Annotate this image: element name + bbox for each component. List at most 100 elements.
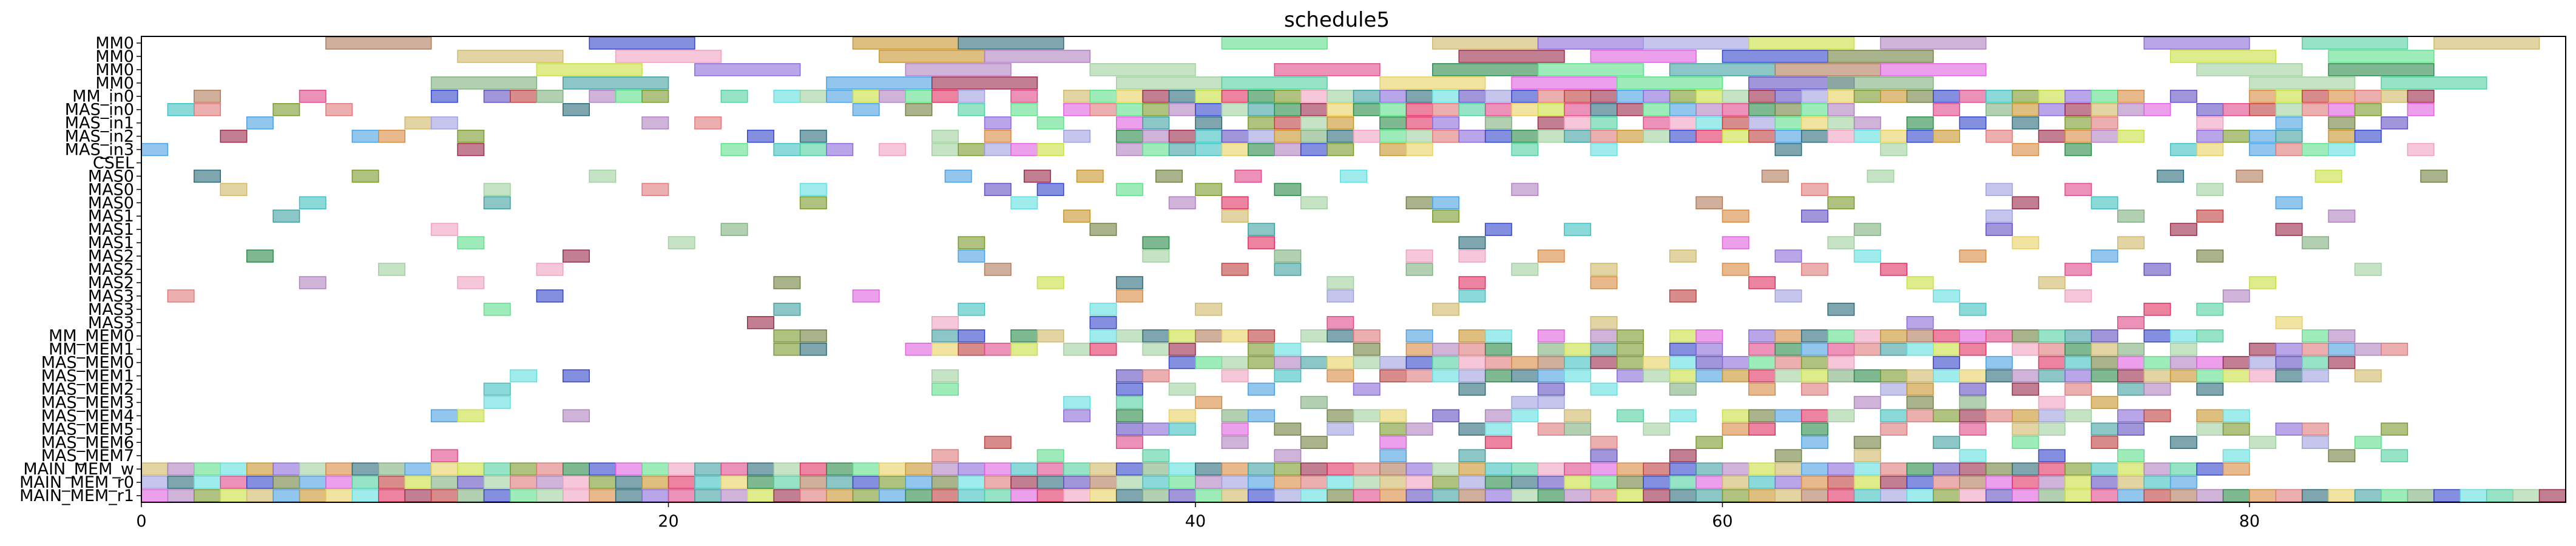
task-cell <box>931 329 959 343</box>
task-cell <box>2275 316 2303 329</box>
task-bar <box>1221 36 1328 50</box>
task-cell <box>483 196 511 209</box>
task-cell <box>1669 249 1697 263</box>
task-cell <box>931 342 959 356</box>
task-cell <box>1669 382 1697 396</box>
task-cell <box>1195 303 1223 316</box>
bars-layer <box>141 36 2566 502</box>
task-cell <box>1564 462 1592 476</box>
task-cell <box>1800 382 1828 396</box>
y-tick-label: MAS3 <box>88 287 134 306</box>
task-cell <box>2064 409 2092 423</box>
task-cell <box>1748 382 1776 396</box>
task-cell <box>1827 356 1855 369</box>
task-cell <box>1511 462 1539 476</box>
task-cell <box>1985 462 2013 476</box>
task-cell <box>2117 316 2145 329</box>
task-cell <box>1036 276 1064 289</box>
task-cell <box>430 476 458 489</box>
task-cell <box>958 329 985 343</box>
task-cell <box>404 476 432 489</box>
task-cell <box>1405 369 1433 383</box>
task-cell <box>1484 342 1512 356</box>
task-cell <box>2064 143 2092 157</box>
task-cell <box>1484 462 1512 476</box>
task-cell <box>1168 489 1196 502</box>
task-cell <box>1933 90 1961 103</box>
task-cell <box>1722 209 1749 223</box>
task-cell <box>2275 90 2303 103</box>
task-cell <box>1168 342 1196 356</box>
task-cell <box>589 489 617 502</box>
task-cell <box>799 143 827 157</box>
task-cell <box>167 289 195 303</box>
task-cell <box>747 476 774 489</box>
task-bar <box>457 50 564 63</box>
task-cell <box>1379 409 1407 423</box>
task-cell <box>1590 476 1618 489</box>
task-cell <box>1142 489 1170 502</box>
task-cell <box>1643 462 1671 476</box>
task-cell <box>2354 369 2382 383</box>
task-cell <box>2407 489 2435 502</box>
task-cell <box>1010 329 1038 343</box>
task-cell <box>1221 462 1249 476</box>
task-cell <box>720 90 748 103</box>
task-cell <box>1327 409 1354 423</box>
task-cell <box>1379 476 1407 489</box>
task-cell <box>2302 329 2329 343</box>
task-cell <box>1564 129 1592 143</box>
task-cell <box>1669 356 1697 369</box>
task-cell <box>2512 489 2540 502</box>
task-cell <box>1274 356 1302 369</box>
task-cell <box>1115 183 1143 197</box>
task-cell <box>1722 236 1749 249</box>
task-cell <box>1484 356 1512 369</box>
task-cell <box>2302 422 2329 436</box>
task-cell <box>378 129 405 143</box>
task-cell <box>1458 236 1486 249</box>
task-cell <box>1985 489 2013 502</box>
task-cell <box>1168 103 1196 116</box>
task-cell <box>1827 103 1855 116</box>
task-cell <box>2012 409 2040 423</box>
task-cell <box>2196 143 2224 157</box>
task-cell <box>1274 183 1302 197</box>
task-cell <box>694 462 722 476</box>
task-cell <box>1906 462 1934 476</box>
task-cell <box>563 462 590 476</box>
task-cell <box>1695 436 1723 449</box>
task-cell <box>1221 196 1249 209</box>
task-cell <box>1853 396 1881 410</box>
task-cell <box>2433 489 2461 502</box>
task-cell <box>2302 489 2329 502</box>
task-cell <box>799 476 827 489</box>
task-cell <box>351 476 379 489</box>
task-cell <box>1432 209 1459 223</box>
task-cell <box>1300 396 1328 410</box>
task-cell <box>1959 449 1987 462</box>
task-cell <box>1458 276 1486 289</box>
task-cell <box>2091 356 2118 369</box>
task-cell <box>1800 129 1828 143</box>
task-cell <box>457 143 485 157</box>
task-cell <box>2012 382 2040 396</box>
task-cell <box>799 183 827 197</box>
task-cell <box>1036 462 1064 476</box>
task-cell <box>1327 103 1354 116</box>
y-tick-label: MM_in0 <box>72 87 134 106</box>
task-cell <box>799 129 827 143</box>
task-cell <box>1959 489 1987 502</box>
task-bar <box>694 63 801 76</box>
task-cell <box>1115 462 1143 476</box>
task-cell <box>1537 329 1565 343</box>
task-cell <box>1405 489 1433 502</box>
task-cell <box>1959 462 1987 476</box>
task-cell <box>1036 116 1064 130</box>
task-cell <box>1089 476 1117 489</box>
task-cell <box>2038 449 2066 462</box>
task-cell <box>958 303 985 316</box>
task-cell <box>299 489 326 502</box>
task-cell <box>2169 489 2197 502</box>
